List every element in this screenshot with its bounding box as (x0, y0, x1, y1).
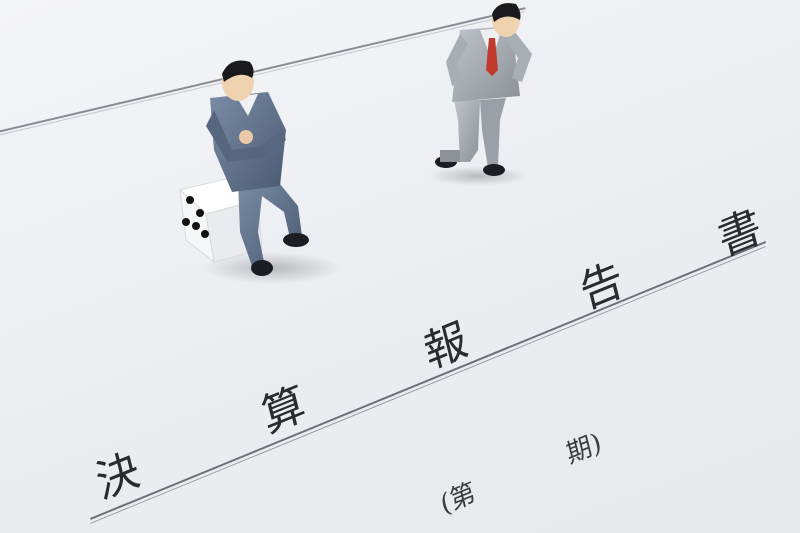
standing-businessman-figure (435, 3, 532, 176)
seated-businessman-figure (206, 60, 309, 276)
standing-figure-shadow (428, 166, 528, 186)
